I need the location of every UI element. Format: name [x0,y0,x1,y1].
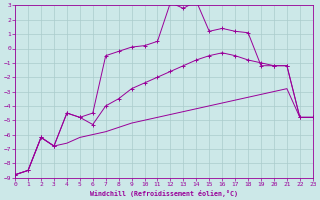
X-axis label: Windchill (Refroidissement éolien,°C): Windchill (Refroidissement éolien,°C) [90,190,238,197]
